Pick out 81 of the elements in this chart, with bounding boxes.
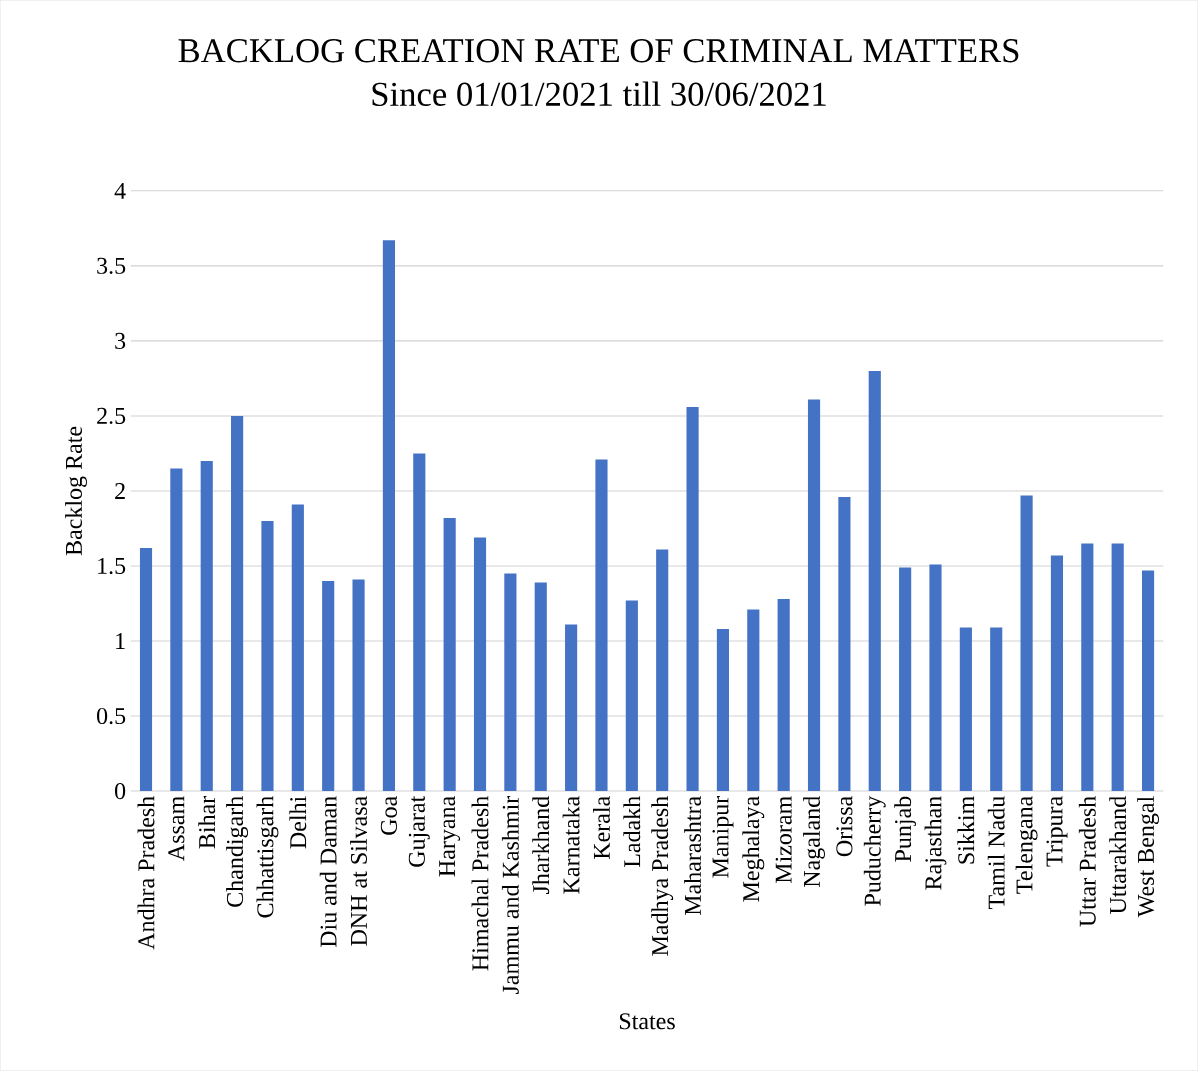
bar [261,520,274,792]
x-axis-title: States [619,1013,675,1030]
bar [868,370,881,792]
bar [747,609,760,792]
x-tick-label: Mizoram [775,796,792,884]
x-tick-label: Ladakh [623,796,641,868]
x-tick-label: Manipur [712,796,734,878]
x-tick-label: Nagaland [803,796,825,888]
bar [1020,495,1033,792]
x-tick-label: Orissa [836,796,853,857]
x-tick-label: Maharashtra [684,796,702,916]
y-tick-label: 3 [115,332,126,349]
x-tick-label: Rajasthan [924,796,947,890]
bar [352,579,365,792]
x-tick-label: DNH at Silvasa [350,796,367,946]
bar [322,581,335,792]
y-tick-label: 2 [115,483,125,499]
bar [807,399,821,792]
x-tick-label: Delhi [289,796,307,849]
x-tick-label: Uttarakhand [1109,796,1127,914]
bar [899,567,912,792]
bar [1050,555,1064,792]
x-tick-label: Jharkhand [532,796,550,894]
x-tick-label: Jammu and Kashmir [501,796,519,995]
bar [990,627,1003,792]
y-tick-label: 0.5 [97,707,126,725]
x-tick-label: Himachal Pradesh [471,796,489,971]
x-tick-label: Uttar Pradesh [1078,796,1096,927]
bar [200,460,213,792]
x-tick-label: West Bengal [1137,796,1159,918]
bar [139,548,153,792]
bar [534,582,547,792]
bar [504,573,517,792]
x-tick-label: Karnataka [562,796,580,894]
bar [413,453,426,792]
x-tick-label: Sikkim [957,796,975,864]
x-tick-label: Tripura [1046,796,1068,867]
y-tick-label: 1 [116,633,125,649]
bar [473,537,487,792]
x-tick-label: Assam [168,796,185,861]
x-tick-label: Kerala [593,796,610,860]
bar [565,624,578,792]
y-tick-label: 0 [115,783,126,800]
bar [1111,543,1124,792]
x-tick-label: Meghalaya [742,796,765,902]
bar [382,240,395,792]
y-tick-label: 3.5 [97,257,126,274]
x-tick-label: Puducherry [863,795,886,906]
bar [656,549,669,792]
bar [929,564,942,792]
x-tick-label: Tamil Nadu [987,796,1005,910]
bar [231,415,244,792]
x-tick-label: Telengana [1015,796,1038,894]
chart-subtitle: Since 01/01/2021 till 30/06/2021 [372,81,826,106]
y-tick-label: 2.5 [97,407,126,425]
y-axis-title: Backlog Rate [65,426,87,556]
x-tick-label: Diu and Daman [319,796,337,948]
x-tick-label: Punjab [894,796,917,862]
x-tick-label: Chhattisgarh [256,796,279,918]
x-tick-label: Andhra Pradesh [137,796,155,950]
x-tick-label: Chandigarh [226,796,249,907]
bar [959,627,972,792]
bar [625,600,638,792]
bar [716,629,730,792]
bar [1081,543,1094,792]
y-tick-label: 4 [114,182,126,199]
bar [443,517,456,792]
bar [777,599,790,792]
x-tick-label: Gujarat [408,795,430,867]
bar [291,504,304,792]
bar [686,406,699,792]
x-tick-label: Madhya Pradesh [651,796,674,956]
bar [170,468,183,792]
x-tick-label: Goa [380,796,397,835]
x-tick-label: Haryana [439,796,461,877]
bar [838,496,851,792]
bar [595,459,608,792]
y-tick-label: 1.5 [98,557,126,575]
bar [1141,570,1155,792]
chart-title: BACKLOG CREATION RATE OF CRIMINAL MATTERS [178,39,1019,63]
x-tick-label: Bihar [198,796,216,849]
